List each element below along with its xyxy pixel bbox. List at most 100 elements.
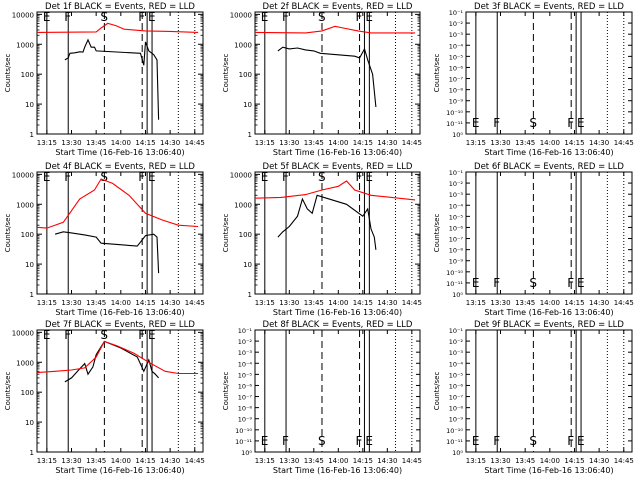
y-tick-label: 10000 <box>12 11 34 19</box>
x-tick-label: 13:15 <box>37 139 57 147</box>
x-axis-label: Start Time (16-Feb-16 13:06:40) <box>273 308 402 317</box>
x-tick-label: 14:00 <box>111 139 131 147</box>
x-tick-label: 13:30 <box>279 299 299 307</box>
marker-label: F <box>567 276 574 290</box>
y-tick-label: 10⁰ <box>452 131 463 139</box>
y-axis-label: Counts/sec <box>4 214 12 253</box>
marker-label: E <box>365 434 373 448</box>
x-tick-label: 13:45 <box>86 457 106 465</box>
y-tick-label: 10⁻⁵ <box>238 371 253 379</box>
marker-label: F <box>282 434 289 448</box>
y-tick-label: 1 <box>248 131 252 139</box>
lld-series-line <box>36 340 199 375</box>
marker-label: F <box>138 328 145 342</box>
marker-label: S <box>318 10 326 24</box>
panel-det-1: Det 1f BLACK = Events, RED = LLD 13:15 13:… <box>4 2 205 157</box>
y-tick-label: 10⁻³ <box>238 349 253 357</box>
marker-label: E <box>472 434 480 448</box>
x-tick-label: 14:00 <box>540 299 560 307</box>
panel-det-7: Det 7f BLACK = Events, RED = LLD 13:15 13:… <box>4 320 205 475</box>
y-tick-label: 10⁻¹ <box>449 169 464 177</box>
marker-label: F <box>282 170 289 184</box>
x-tick-label: 13:15 <box>255 299 275 307</box>
y-axis-label: Counts/sec <box>433 214 441 253</box>
y-tick-label: 10⁻¹⁰ <box>235 427 252 435</box>
y-tick-label: 10 <box>25 419 34 427</box>
marker-label: S <box>318 434 326 448</box>
marker-label: E <box>472 116 480 130</box>
plot-frame <box>36 171 204 295</box>
marker-label: E <box>261 170 269 184</box>
x-tick-label: 14:15 <box>353 457 373 465</box>
x-tick-label: 13:30 <box>279 457 299 465</box>
plot-frame <box>465 11 633 135</box>
y-tick-label: 10⁻² <box>449 20 464 28</box>
x-tick-label: 14:30 <box>377 139 397 147</box>
plot-frame <box>254 329 421 453</box>
x-tick-label: 13:15 <box>255 457 275 465</box>
events-series-line <box>54 231 160 274</box>
y-tick-label: 1000 <box>16 201 34 209</box>
y-tick-label: 100 <box>239 71 252 79</box>
y-tick-label: 10⁻⁹ <box>238 416 253 424</box>
x-tick-label: 13:45 <box>304 299 324 307</box>
x-tick-label: 13:15 <box>466 457 486 465</box>
marker-label: F <box>64 328 71 342</box>
marker-label: S <box>100 328 108 342</box>
y-tick-label: 1000 <box>234 201 252 209</box>
y-tick-label: 10⁻¹¹ <box>446 438 463 446</box>
x-tick-label: 13:45 <box>86 139 106 147</box>
y-tick-label: 10 <box>25 101 34 109</box>
y-axis-label: Counts/sec <box>433 54 441 93</box>
x-tick-label: 13:15 <box>466 139 486 147</box>
y-tick-label: 10⁻⁵ <box>449 213 464 221</box>
x-tick-label: 14:30 <box>377 457 397 465</box>
y-tick-label: 10⁰ <box>241 449 252 457</box>
y-tick-label: 10⁻⁸ <box>449 87 464 95</box>
y-tick-label: 10⁻⁸ <box>449 247 464 255</box>
x-tick-label: 13:45 <box>515 457 535 465</box>
y-tick-label: 10⁻⁴ <box>449 42 464 50</box>
panel-title: Det 4f BLACK = Events, RED = LLD <box>45 162 195 172</box>
marker-label: F <box>356 10 363 24</box>
y-tick-label: 10⁻³ <box>449 31 464 39</box>
y-tick-label: 10⁻⁴ <box>238 360 253 368</box>
y-tick-label: 10 <box>243 261 252 269</box>
y-axis-label: Counts/sec <box>222 54 230 93</box>
y-tick-label: 100 <box>21 71 34 79</box>
x-tick-label: 13:30 <box>490 299 510 307</box>
panel-det-6: Det 6f BLACK = Events, RED = LLD 13:15 13:… <box>433 162 634 317</box>
x-tick-label: 14:15 <box>564 457 584 465</box>
y-tick-label: 10⁻² <box>449 338 464 346</box>
events-series-line <box>277 46 377 108</box>
y-tick-label: 10⁻⁶ <box>238 382 253 390</box>
panel-det-4: Det 4f BLACK = Events, RED = LLD 13:15 13:… <box>4 162 205 317</box>
x-tick-label: 13:30 <box>490 139 510 147</box>
panel-det-9: Det 9f BLACK = Events, RED = LLD 13:15 13:… <box>433 320 634 475</box>
x-tick-label: 13:15 <box>37 457 57 465</box>
x-axis-label: Start Time (16-Feb-16 13:06:40) <box>273 148 402 157</box>
y-tick-label: 100 <box>239 231 252 239</box>
x-tick-label: 13:45 <box>86 299 106 307</box>
y-tick-label: 10000 <box>230 11 252 19</box>
panel-title: Det 3f BLACK = Events, RED = LLD <box>474 2 624 12</box>
y-tick-label: 10⁰ <box>452 291 463 299</box>
x-tick-label: 14:00 <box>328 299 348 307</box>
plot-frame <box>254 171 421 295</box>
x-tick-label: 13:45 <box>304 139 324 147</box>
x-tick-label: 14:00 <box>540 139 560 147</box>
y-tick-label: 10⁻³ <box>449 191 464 199</box>
marker-label: F <box>356 434 363 448</box>
panel-det-8: Det 8f BLACK = Events, RED = LLD 13:15 13:… <box>222 320 422 475</box>
marker-label: E <box>577 116 585 130</box>
x-tick-label: 13:15 <box>466 299 486 307</box>
marker-label: E <box>365 170 373 184</box>
lld-series-line <box>36 178 199 229</box>
panel-title: Det 6f BLACK = Events, RED = LLD <box>474 162 624 172</box>
marker-label: E <box>472 276 480 290</box>
marker-label: F <box>493 116 500 130</box>
x-tick-label: 14:00 <box>540 457 560 465</box>
x-tick-label: 13:15 <box>37 299 57 307</box>
y-tick-label: 10⁻⁷ <box>449 236 464 244</box>
